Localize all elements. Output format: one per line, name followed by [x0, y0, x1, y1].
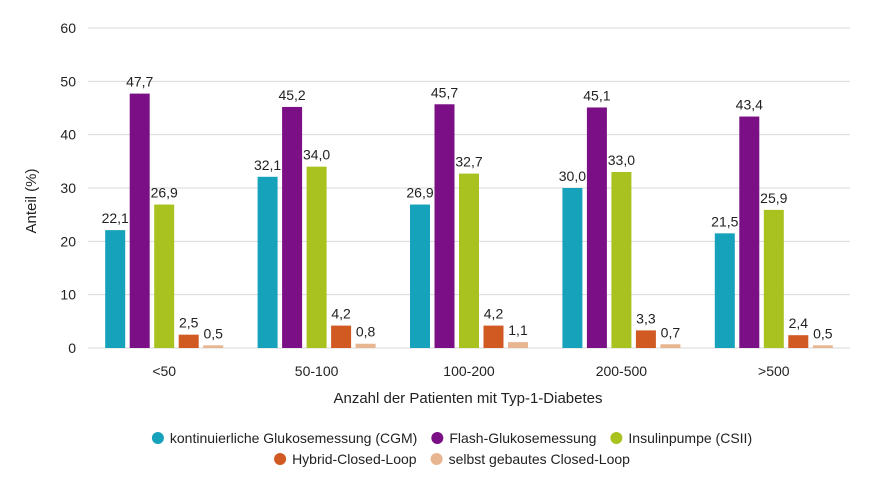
- data-label: 4,2: [484, 306, 504, 322]
- data-label: 30,0: [559, 168, 586, 184]
- legend-label: Insulinpumpe (CSII): [628, 430, 752, 446]
- bar: [410, 204, 430, 348]
- bar: [154, 204, 175, 348]
- data-label: 1,1: [508, 322, 528, 338]
- data-label: 45,2: [278, 87, 305, 103]
- x-tick-label: >500: [758, 363, 790, 379]
- data-label: 32,1: [254, 157, 281, 173]
- bar: [635, 330, 656, 348]
- bar: [586, 107, 607, 348]
- data-label: 45,1: [583, 87, 610, 103]
- bar: [660, 344, 681, 348]
- x-tick-label: <50: [152, 363, 176, 379]
- data-label: 47,7: [126, 74, 153, 90]
- bar: [508, 342, 528, 348]
- y-tick-label: 0: [68, 340, 76, 356]
- data-label: 0,8: [356, 324, 376, 340]
- x-tick-label: 50-100: [295, 363, 339, 379]
- legend-item: kontinuierliche Glukosemessung (CGM): [151, 430, 417, 446]
- legend-item: Hybrid-Closed-Loop: [274, 451, 417, 467]
- bar: [257, 176, 278, 348]
- legend: kontinuierliche Glukosemessung (CGM) Flas…: [151, 430, 752, 467]
- bar: [812, 345, 833, 348]
- data-label: 0,5: [203, 325, 223, 341]
- bar: [562, 188, 583, 348]
- data-label: 0,5: [813, 325, 833, 341]
- data-label: 2,4: [789, 315, 809, 331]
- legend-marker: [274, 453, 287, 465]
- data-label: 33,0: [608, 152, 635, 168]
- data-label: 26,9: [151, 185, 178, 201]
- data-label: 0,7: [661, 324, 681, 340]
- x-tick-label: 100-200: [443, 363, 495, 379]
- data-labels: 22,147,726,92,50,532,145,234,04,20,826,9…: [102, 74, 833, 342]
- data-label: 22,1: [102, 210, 129, 226]
- bar: [105, 230, 126, 348]
- bar: [306, 166, 327, 348]
- data-label: 45,7: [431, 84, 458, 100]
- bar: [483, 325, 504, 348]
- legend-label: selbst gebautes Closed-Loop: [449, 451, 631, 467]
- legend-item: selbst gebautes Closed-Loop: [430, 451, 631, 467]
- data-label: 26,9: [406, 185, 433, 201]
- data-label: 2,5: [179, 315, 199, 331]
- data-label: 21,5: [711, 213, 738, 229]
- bar: [459, 173, 479, 348]
- legend-marker: [430, 453, 443, 465]
- y-tick-label: 60: [60, 20, 76, 36]
- y-tick-label: 50: [60, 73, 76, 89]
- y-tick-label: 20: [60, 233, 76, 249]
- y-axis-ticks: 0 10 20 30 40 50 60: [60, 20, 76, 356]
- x-axis-title: Anzahl der Patienten mit Typ-1-Diabetes: [333, 390, 602, 407]
- x-axis-ticks: <50 50-100 100-200 200-500 >500: [152, 363, 789, 379]
- legend-label: kontinuierliche Glukosemessung (CGM): [170, 430, 417, 446]
- data-label: 32,7: [455, 154, 482, 170]
- bar: [714, 233, 735, 348]
- legend-marker: [610, 432, 623, 444]
- y-tick-label: 30: [60, 180, 76, 196]
- y-tick-label: 40: [60, 127, 76, 143]
- data-label: 25,9: [760, 190, 787, 206]
- bar: [178, 334, 199, 348]
- bar: [203, 345, 224, 348]
- legend-marker: [151, 432, 164, 444]
- bar: [355, 343, 376, 348]
- bar: [282, 106, 303, 348]
- bar: [611, 172, 632, 348]
- legend-label: Flash-Glukosemessung: [449, 430, 596, 446]
- bar: [331, 325, 352, 348]
- bar: [739, 116, 760, 349]
- data-label: 3,3: [636, 310, 656, 326]
- bar: [129, 93, 150, 348]
- data-label: 43,4: [736, 97, 763, 113]
- y-tick-label: 10: [60, 287, 76, 303]
- legend-label: Hybrid-Closed-Loop: [292, 451, 417, 467]
- y-axis-title: Anteil (%): [23, 168, 40, 233]
- bars: [105, 93, 833, 349]
- legend-marker: [431, 432, 444, 444]
- bar: [788, 335, 809, 348]
- data-label: 4,2: [331, 306, 351, 322]
- bar: [434, 104, 455, 349]
- legend-item: Insulinpumpe (CSII): [610, 430, 752, 446]
- legend-item: Flash-Glukosemessung: [431, 430, 596, 446]
- x-tick-label: 200-500: [596, 363, 648, 379]
- data-label: 34,0: [303, 147, 330, 163]
- bar: [763, 209, 784, 348]
